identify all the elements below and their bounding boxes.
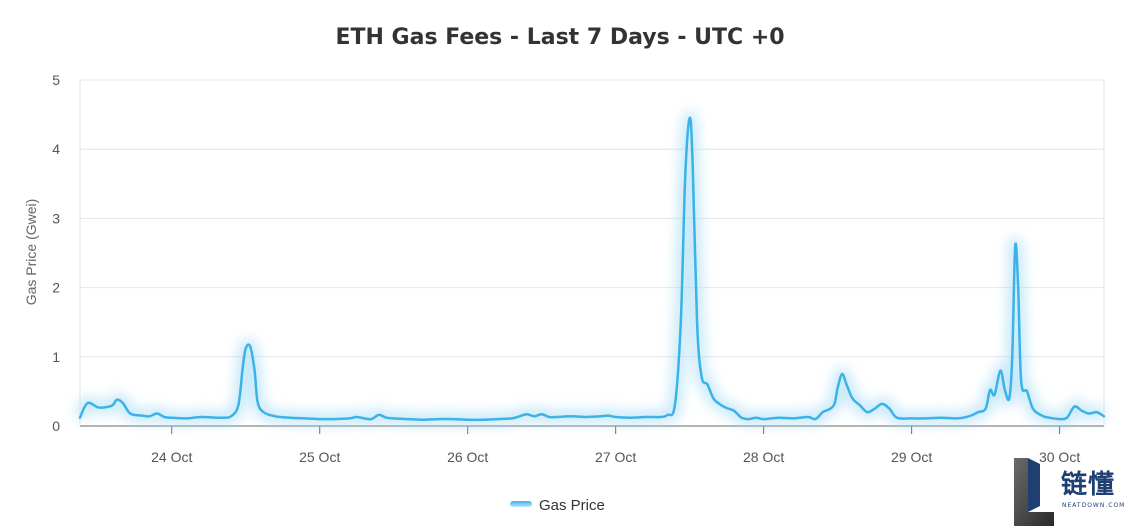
x-tick-label: 28 Oct [743,449,784,465]
series-line-group [78,116,1106,422]
y-tick-label: 2 [52,280,60,296]
y-tick-label: 3 [52,210,60,226]
watermark-chinese-text: 链懂 [1061,470,1116,500]
watermark-logo: 链懂 NEATDOWN.COM [1014,456,1128,526]
x-tick-label: 26 Oct [447,449,488,465]
x-axis-ticks: 24 Oct 25 Oct 26 Oct 27 Oct 28 Oct 29 Oct 30 O… [151,426,1080,465]
x-tick-label: 27 Oct [595,449,636,465]
logo-mark-icon [1014,458,1054,526]
series-glow [73,110,1108,427]
x-tick-label: 24 Oct [151,449,192,465]
chart-title: ETH Gas Fees - Last 7 Days - UTC +0 [335,25,784,50]
x-tick-label: 30 Oct [1039,449,1080,465]
grid-lines [79,79,1105,426]
legend-swatch [510,501,532,507]
x-tick-label: 25 Oct [299,449,340,465]
legend-label: Gas Price [539,497,605,514]
x-tick-label: 29 Oct [891,449,932,465]
y-tick-label: 4 [52,141,60,157]
y-axis-ticks: 0 1 2 3 4 5 [52,72,60,434]
y-axis-label: Gas Price (Gwei) [23,199,39,306]
series-line[interactable] [78,116,1106,422]
y-tick-label: 1 [52,349,60,365]
y-tick-label: 5 [52,72,60,88]
watermark-sub-text: NEATDOWN.COM [1062,502,1126,509]
y-tick-label: 0 [52,418,60,434]
legend[interactable]: Gas Price [510,497,605,514]
series-glow-path [73,110,1108,427]
